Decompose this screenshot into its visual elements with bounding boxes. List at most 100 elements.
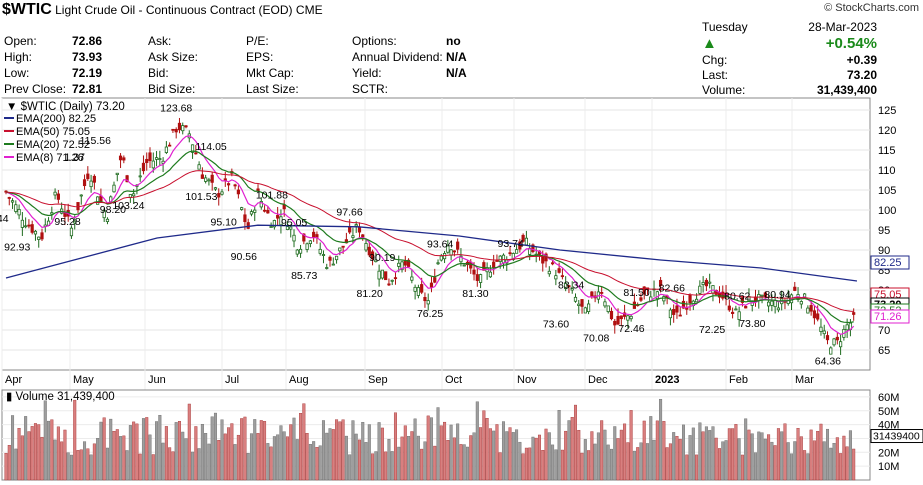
- quote-label: Bid:: [148, 66, 169, 80]
- volume-bar: [272, 436, 276, 481]
- candle-body: [253, 209, 257, 213]
- volume-bar: [96, 438, 100, 481]
- volume-bar: [99, 421, 103, 481]
- candle-body: [53, 191, 57, 196]
- candle-body: [737, 311, 741, 320]
- volume-bar: [456, 423, 460, 481]
- ema-200-line: [5, 224, 858, 282]
- volume-bar: [714, 437, 718, 481]
- price-annotation: 64.36: [815, 356, 841, 368]
- volume-bar: [191, 451, 195, 481]
- volume-bar: [580, 452, 584, 481]
- quote-label: Ask Size:: [148, 50, 199, 64]
- candle-body: [154, 157, 159, 160]
- y-tick-label: 105: [878, 185, 896, 197]
- volume-tick-label: 60M: [878, 392, 899, 404]
- quote-value: 72.81: [72, 82, 103, 96]
- price-annotation: 81.50: [623, 287, 649, 299]
- volume-bar: [704, 426, 708, 481]
- y-tick-label: 95: [878, 225, 890, 237]
- y-tick-label: 65: [878, 345, 890, 357]
- candle-body: [24, 225, 28, 228]
- candle-body: [514, 249, 519, 254]
- volume-bar: [171, 451, 175, 481]
- candle-body: [446, 245, 450, 253]
- volume-tick-label: 20M: [878, 447, 899, 459]
- candle-body: [852, 312, 856, 315]
- candle-body: [397, 262, 401, 267]
- price-annotation: .44: [0, 213, 9, 225]
- volume-bar: [403, 425, 407, 481]
- legend-entry: EMA(200) 82.25: [16, 113, 96, 125]
- date-label: 28-Mar-2023: [808, 20, 877, 34]
- candle-body: [315, 234, 319, 238]
- y-tick-label: 120: [878, 125, 896, 137]
- volume-bar: [763, 438, 767, 481]
- brand-watermark: © StockCharts.com: [824, 2, 919, 14]
- volume-bar: [289, 424, 293, 481]
- candle-body: [577, 303, 581, 306]
- volume-bar: [230, 423, 234, 481]
- quote-value: 73.20: [846, 68, 877, 82]
- candle-body: [429, 282, 434, 288]
- price-annotation: 115.56: [80, 135, 111, 147]
- candle-body: [14, 204, 18, 212]
- candle-body: [164, 146, 168, 153]
- candle-body: [590, 291, 594, 297]
- y-tick-label: 115: [878, 145, 896, 157]
- volume-bar: [826, 428, 830, 481]
- volume-bar: [161, 442, 165, 481]
- volume-bar: [443, 421, 447, 481]
- quote-value: +0.39: [846, 53, 877, 67]
- price-annotation: 101.53: [185, 191, 217, 203]
- candle-body: [711, 285, 715, 294]
- candle-body: [390, 279, 394, 282]
- candle-body: [168, 144, 172, 147]
- volume-bar: [305, 433, 309, 481]
- candle-body: [171, 128, 175, 131]
- quote-label: Last Size:: [246, 82, 299, 96]
- volume-bar: [508, 427, 512, 481]
- volume-bar: [629, 410, 633, 481]
- volume-bar: [125, 450, 129, 481]
- volume-bar: [551, 444, 555, 481]
- volume-bar: [485, 418, 489, 481]
- volume-bar: [593, 443, 597, 481]
- candle-body: [259, 201, 263, 208]
- candle-body: [573, 296, 578, 302]
- candle-body: [92, 175, 96, 183]
- volume-bar: [7, 445, 11, 481]
- volume-bar: [243, 416, 247, 481]
- volume-bar: [567, 420, 571, 481]
- volume-bar: [276, 434, 280, 481]
- candle-body: [357, 226, 362, 233]
- volume-bar: [246, 453, 250, 481]
- price-annotation: 114.05: [195, 141, 226, 153]
- volume-bar: [164, 426, 168, 481]
- volume-bar: [587, 450, 591, 481]
- volume-bar: [786, 442, 790, 481]
- volume-tag: [870, 429, 923, 444]
- candle-body: [668, 309, 673, 319]
- volume-bar: [364, 442, 368, 481]
- candle-body: [190, 144, 195, 153]
- price-annotation: 76.25: [417, 308, 443, 320]
- x-tick-label: Jul: [225, 374, 239, 386]
- volume-bar: [132, 421, 136, 481]
- candle-body: [426, 300, 430, 305]
- candle-body: [233, 184, 237, 187]
- candle-body: [410, 276, 414, 281]
- volume-bar: [524, 447, 528, 481]
- volume-bar: [793, 441, 797, 481]
- quote-value: 73.93: [72, 50, 103, 64]
- quote-label: Annual Dividend:: [352, 50, 443, 64]
- quote-value: N/A: [446, 66, 467, 80]
- candle-body: [744, 306, 748, 309]
- candle-body: [521, 234, 525, 242]
- price-tag-label: 71.26: [874, 311, 902, 323]
- volume-bar: [393, 412, 397, 481]
- volume-bar: [89, 454, 93, 481]
- y-tick-label: 70: [878, 325, 890, 337]
- volume-bar: [639, 442, 643, 481]
- volume-tick-label: 50M: [878, 406, 899, 418]
